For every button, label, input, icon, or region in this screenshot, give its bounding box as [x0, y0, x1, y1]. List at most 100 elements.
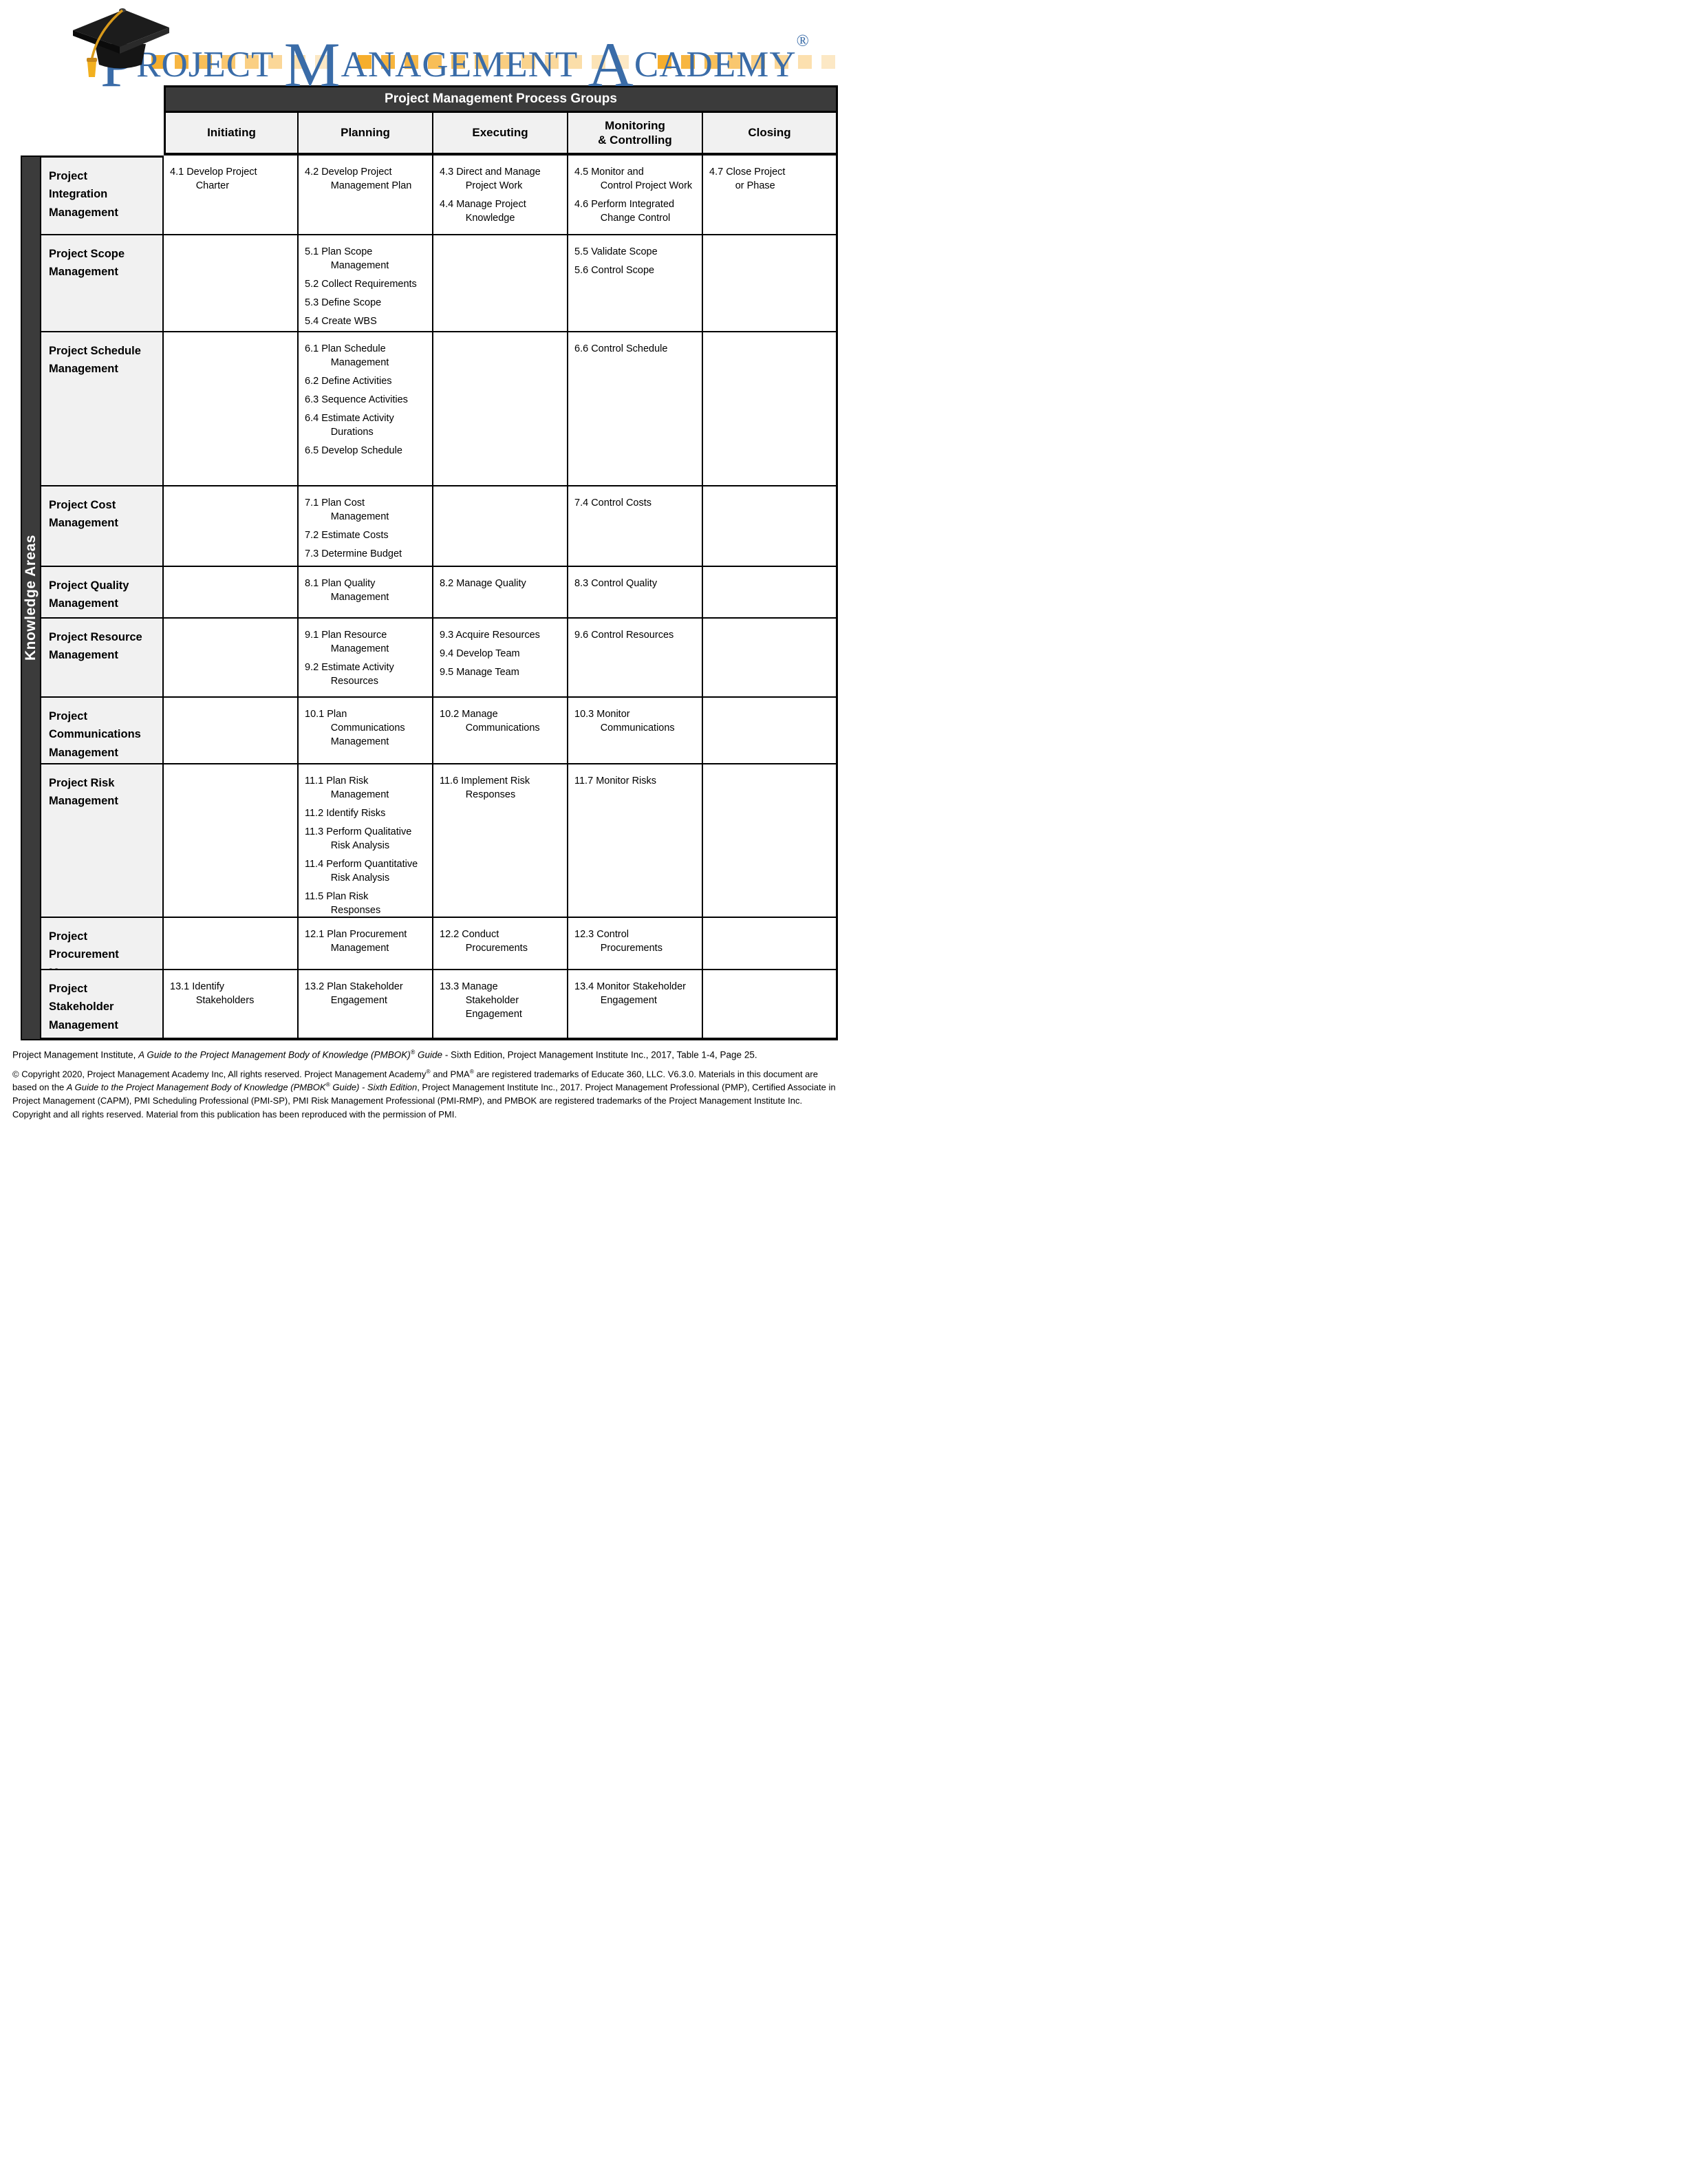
process-number: 9.4	[440, 648, 457, 659]
process-item: 6.5 Develop Schedule	[305, 445, 402, 456]
logo-letter: M	[283, 30, 341, 100]
process-item: 5.6 Control Scope	[574, 265, 655, 276]
process-cell: 11.1 Plan Risk Management 11.2 Identify R…	[299, 764, 433, 918]
process-item: 5.1 Plan Scope Management	[305, 246, 389, 271]
logo-letter: A	[588, 30, 634, 100]
process-number: 5.6	[574, 265, 592, 276]
footer-text-part: A Guide to the Project Management Body o…	[66, 1082, 326, 1093]
process-number: 13.3	[440, 981, 462, 992]
process-number: 4.2	[305, 167, 322, 178]
process-cell	[164, 619, 299, 698]
process-number: 5.2	[305, 279, 322, 290]
pma-logo: PROJECT MANAGEMENT ACADEMY®	[50, 7, 841, 99]
process-number: 12.1	[305, 929, 327, 940]
logo-squares	[151, 55, 864, 69]
footer-text-part: ®	[426, 1067, 431, 1075]
process-item: 6.6 Control Schedule	[574, 343, 668, 354]
process-cell: 9.3 Acquire Resources 9.4 Develop Team 9.5…	[433, 619, 568, 698]
process-number: 4.3	[440, 167, 457, 178]
process-number: 4.5	[574, 167, 592, 178]
logo-square	[358, 55, 371, 69]
process-cell: 12.3 Control Procurements	[568, 918, 703, 970]
knowledge-area-label: Project Scope Management	[41, 235, 164, 332]
process-item: 10.3 Monitor Communications	[574, 709, 675, 734]
footer-text-part: - Sixth Edition, Project Management Inst…	[442, 1049, 757, 1060]
footer-text-part: ®	[469, 1067, 474, 1075]
process-item: 11.3 Perform Qualitative Risk Analysis	[305, 826, 412, 851]
column-header-planning: Planning	[299, 113, 433, 156]
logo-square	[451, 55, 465, 69]
process-number: 8.3	[574, 578, 592, 589]
process-number: 11.6	[440, 775, 462, 786]
process-item: 6.1 Plan Schedule Management	[305, 343, 389, 368]
process-cell: 9.6 Control Resources	[568, 619, 703, 698]
process-number: 4.7	[709, 167, 726, 178]
logo-square	[521, 55, 535, 69]
knowledge-area-label: Project Communications Management	[41, 698, 164, 764]
process-cell: 10.2 Manage Communications	[433, 698, 568, 764]
process-cell: 13.4 Monitor Stakeholder Engagement	[568, 970, 703, 1040]
process-item: 11.1 Plan Risk Management	[305, 775, 389, 800]
process-item: 8.1 Plan Quality Management	[305, 578, 389, 603]
logo-square	[775, 55, 788, 69]
process-number: 6.3	[305, 394, 322, 405]
process-cell: 7.4 Control Costs	[568, 486, 703, 567]
process-cell: 12.1 Plan Procurement Management	[299, 918, 433, 970]
process-number: 9.5	[440, 667, 457, 678]
process-cell: 13.2 Plan Stakeholder Engagement	[299, 970, 433, 1040]
knowledge-area-label: Project Cost Management	[41, 486, 164, 567]
process-cell	[703, 764, 838, 918]
process-cell	[164, 698, 299, 764]
process-cell: 4.1 Develop Project Charter	[164, 156, 299, 235]
logo-square	[222, 55, 235, 69]
footer-text-part: Project Management Institute,	[12, 1049, 139, 1060]
process-number: 11.3	[305, 826, 327, 837]
process-cell: 8.3 Control Quality	[568, 567, 703, 619]
process-cell	[164, 764, 299, 918]
knowledge-area-label: Project Procurement Management	[41, 918, 164, 979]
process-item: 9.2 Estimate Activity Resources	[305, 662, 394, 687]
copyright-text: © Copyright 2020, Project Management Aca…	[12, 1067, 839, 1122]
process-item: 7.2 Estimate Costs	[305, 530, 389, 541]
registered-trademark-symbol: ®	[796, 32, 809, 50]
logo-square	[498, 55, 512, 69]
logo-square	[245, 55, 259, 69]
logo-square-group	[358, 55, 638, 69]
process-cell: 4.2 Develop Project Management Plan	[299, 156, 433, 235]
process-cell	[703, 486, 838, 567]
logo-text: PROJECT MANAGEMENT ACADEMY®	[100, 7, 809, 108]
process-cell	[164, 918, 299, 970]
process-item: 12.1 Plan Procurement Management	[305, 929, 407, 954]
process-number: 13.4	[574, 981, 597, 992]
process-item: 10.2 Manage Communications	[440, 709, 540, 734]
column-header-monitoring: Monitoring & Controlling	[568, 113, 703, 156]
process-cell	[703, 235, 838, 332]
process-item: 4.2 Develop Project Management Plan	[305, 167, 412, 191]
logo-square-group	[151, 55, 338, 69]
process-item: 7.3 Determine Budget	[305, 548, 402, 559]
process-number: 9.1	[305, 630, 322, 641]
process-number: 8.2	[440, 578, 457, 589]
footer-text-part: ®	[325, 1081, 330, 1089]
process-cell	[703, 567, 838, 619]
process-cell	[164, 235, 299, 332]
logo-square	[405, 55, 418, 69]
process-number: 7.3	[305, 548, 322, 559]
process-item: 4.1 Develop Project Charter	[170, 167, 257, 191]
logo-square	[821, 55, 835, 69]
process-number: 11.7	[574, 775, 596, 786]
process-number: 6.6	[574, 343, 592, 354]
process-cell	[703, 332, 838, 486]
process-cell	[164, 332, 299, 486]
process-item: 4.4 Manage Project Knowledge	[440, 199, 526, 224]
process-number: 13.1	[170, 981, 193, 992]
logo-square	[198, 55, 212, 69]
process-number: 4.4	[440, 199, 457, 210]
process-cell: 12.2 Conduct Procurements	[433, 918, 568, 970]
process-cell	[703, 698, 838, 764]
process-number: 9.3	[440, 630, 456, 641]
process-item: 6.4 Estimate Activity Durations	[305, 413, 394, 438]
graduation-cap-icon	[73, 8, 169, 77]
process-item: 9.6 Control Resources	[574, 630, 674, 641]
knowledge-area-label: Project Schedule Management	[41, 332, 164, 486]
